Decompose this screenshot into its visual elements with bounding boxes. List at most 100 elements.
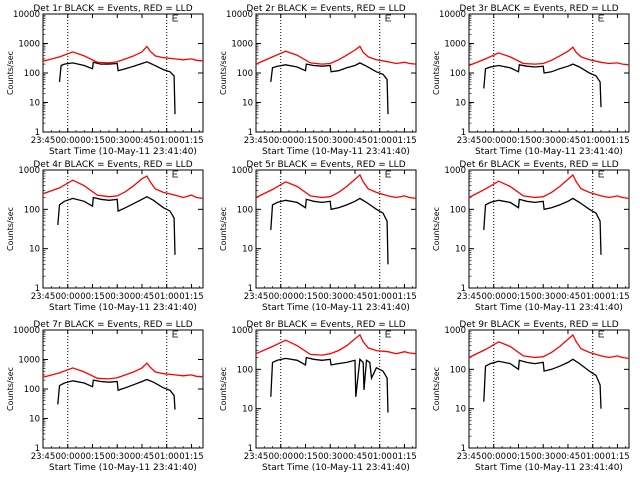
y-tick-label: 1000 xyxy=(444,166,466,176)
x-tick-label: 00:45 xyxy=(130,292,155,302)
x-tick-label: 00:00 xyxy=(268,292,293,302)
x-tick-label: 00:30 xyxy=(105,452,130,462)
y-axis-label: Counts/sec xyxy=(6,51,15,95)
y-tick-label: 100 xyxy=(237,69,253,79)
x-tick-label: 01:15 xyxy=(605,136,630,146)
x-axis-label: Start Time (10-May-11 23:41:40) xyxy=(49,147,197,157)
x-tick-label: 00:45 xyxy=(130,136,155,146)
x-tick-label: 01:15 xyxy=(179,292,204,302)
flag-marker xyxy=(385,330,391,338)
x-tick-label: 00:30 xyxy=(105,136,130,146)
x-tick-label: 00:45 xyxy=(556,136,581,146)
y-axis-label: Counts/sec xyxy=(6,207,15,251)
series-line-events xyxy=(270,197,389,265)
y-tick-label: 10000 xyxy=(13,10,40,20)
x-tick-label: 00:30 xyxy=(105,292,130,302)
y-tick-label: 1000 xyxy=(444,40,466,50)
x-tick-label: 01:00 xyxy=(367,452,392,462)
y-tick-label: 100 xyxy=(24,385,40,395)
x-tick-label: 00:45 xyxy=(556,452,581,462)
chart-title: Det 9r BLACK = Events, RED = LLD xyxy=(459,320,618,330)
series-line-lld xyxy=(255,333,417,356)
x-tick-label: 00:00 xyxy=(268,452,293,462)
x-tick-label: 00:15 xyxy=(506,136,531,146)
y-tick-label: 1000 xyxy=(231,40,253,50)
x-tick-label: 00:15 xyxy=(80,452,105,462)
x-tick-label: 00:30 xyxy=(531,452,556,462)
series-line-events xyxy=(57,378,176,410)
plot-frame xyxy=(42,13,204,133)
plot-frame xyxy=(468,329,630,449)
x-tick-label: 01:00 xyxy=(580,292,605,302)
x-axis-label: Start Time (10-May-11 23:41:40) xyxy=(49,303,197,313)
x-tick-label: 23:45 xyxy=(244,292,269,302)
y-tick-label: 10 xyxy=(242,245,253,255)
x-axis-label: Start Time (10-May-11 23:41:40) xyxy=(475,147,623,157)
x-tick-label: 01:00 xyxy=(154,136,179,146)
x-tick-label: 23:45 xyxy=(457,452,482,462)
y-tick-label: 1 xyxy=(461,284,466,294)
x-axis-label: Start Time (10-May-11 23:41:40) xyxy=(475,463,623,473)
y-tick-label: 10000 xyxy=(439,10,466,20)
chart-title: Det 6r BLACK = Events, RED = LLD xyxy=(459,160,618,170)
y-tick-label: 10 xyxy=(242,99,253,109)
x-tick-label: 00:45 xyxy=(343,136,368,146)
y-axis-label: Counts/sec xyxy=(6,367,15,411)
y-axis-label: Counts/sec xyxy=(432,207,441,251)
x-tick-label: 01:15 xyxy=(179,452,204,462)
y-tick-label: 1 xyxy=(35,128,40,138)
chart-title: Det 7r BLACK = Events, RED = LLD xyxy=(33,320,192,330)
y-tick-label: 1000 xyxy=(444,326,466,336)
y-tick-label: 10 xyxy=(242,405,253,415)
flag-marker xyxy=(172,14,178,22)
flag-marker xyxy=(598,14,604,22)
plot-frame xyxy=(255,169,417,289)
x-tick-label: 00:45 xyxy=(130,452,155,462)
plot-frame xyxy=(255,329,417,449)
series-line-events xyxy=(483,63,602,108)
x-axis-label: Start Time (10-May-11 23:41:40) xyxy=(475,303,623,313)
y-tick-label: 1 xyxy=(248,284,253,294)
x-tick-label: 00:00 xyxy=(268,136,293,146)
x-tick-label: 00:00 xyxy=(481,452,506,462)
x-tick-label: 00:15 xyxy=(506,452,531,462)
y-axis-label: Counts/sec xyxy=(219,207,228,251)
x-tick-label: 23:45 xyxy=(244,136,269,146)
flag-marker xyxy=(385,170,391,178)
x-tick-label: 00:15 xyxy=(80,136,105,146)
y-tick-label: 1 xyxy=(35,444,40,454)
y-tick-label: 1 xyxy=(248,444,253,454)
x-axis-label: Start Time (10-May-11 23:41:40) xyxy=(262,303,410,313)
chart-title: Det 2r BLACK = Events, RED = LLD xyxy=(246,4,405,14)
series-line-lld xyxy=(42,362,204,380)
series-line-lld xyxy=(42,175,204,200)
x-axis-label: Start Time (10-May-11 23:41:40) xyxy=(49,463,197,473)
y-axis-label: Counts/sec xyxy=(432,51,441,95)
x-axis-label: Start Time (10-May-11 23:41:40) xyxy=(262,463,410,473)
x-tick-label: 00:45 xyxy=(343,292,368,302)
y-tick-label: 10 xyxy=(29,245,40,255)
x-tick-label: 00:15 xyxy=(80,292,105,302)
y-tick-label: 10 xyxy=(455,245,466,255)
x-tick-label: 01:00 xyxy=(580,452,605,462)
x-tick-label: 00:00 xyxy=(481,136,506,146)
y-tick-label: 1000 xyxy=(18,356,40,366)
x-tick-label: 01:00 xyxy=(367,136,392,146)
x-tick-label: 23:45 xyxy=(31,452,56,462)
y-tick-label: 1000 xyxy=(231,166,253,176)
x-tick-label: 01:15 xyxy=(605,452,630,462)
flag-marker xyxy=(385,14,391,22)
x-tick-label: 23:45 xyxy=(31,292,56,302)
x-tick-label: 00:45 xyxy=(343,452,368,462)
x-tick-label: 23:45 xyxy=(457,292,482,302)
y-tick-label: 1000 xyxy=(18,40,40,50)
series-line-lld xyxy=(255,173,417,200)
x-tick-label: 01:00 xyxy=(367,292,392,302)
y-tick-label: 1000 xyxy=(18,166,40,176)
